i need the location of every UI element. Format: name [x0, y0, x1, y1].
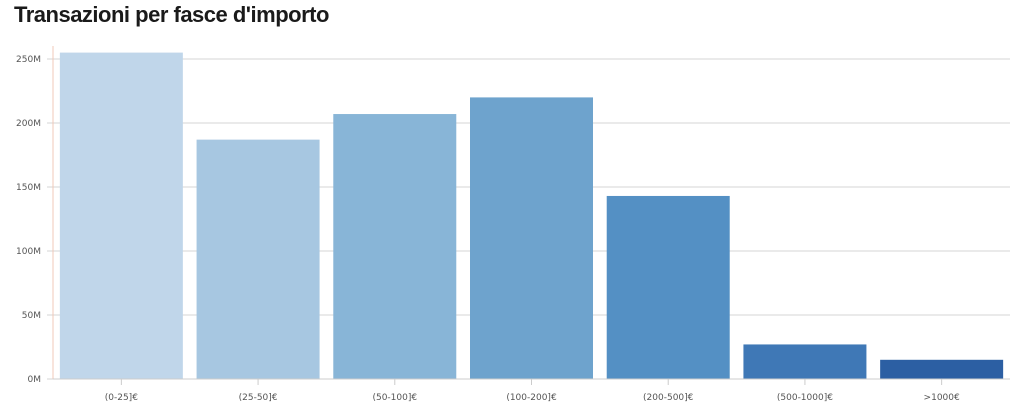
bar	[743, 344, 867, 379]
x-tick-label: (25-50]€	[239, 393, 278, 403]
x-tick-label: >1000€	[924, 393, 960, 403]
bar	[196, 139, 320, 379]
y-tick-label: 250M	[16, 55, 41, 65]
bar	[880, 359, 1004, 379]
bar	[333, 114, 457, 379]
bar	[59, 52, 183, 379]
chart-title: Transazioni per fasce d'importo	[14, 2, 329, 27]
x-tick-label: (50-100]€	[372, 393, 417, 403]
y-tick-label: 0M	[28, 375, 42, 385]
x-tick-label: (500-1000]€	[777, 393, 833, 403]
x-tick-label: (100-200]€	[506, 393, 557, 403]
y-tick-label: 150M	[16, 183, 41, 193]
bar	[606, 195, 730, 379]
x-tick-label: (0-25]€	[105, 393, 138, 403]
bar	[470, 97, 593, 380]
y-tick-label: 50M	[22, 311, 41, 321]
x-tick-label: (200-500]€	[643, 393, 694, 403]
y-tick-label: 100M	[16, 247, 41, 257]
y-tick-label: 200M	[16, 119, 41, 129]
